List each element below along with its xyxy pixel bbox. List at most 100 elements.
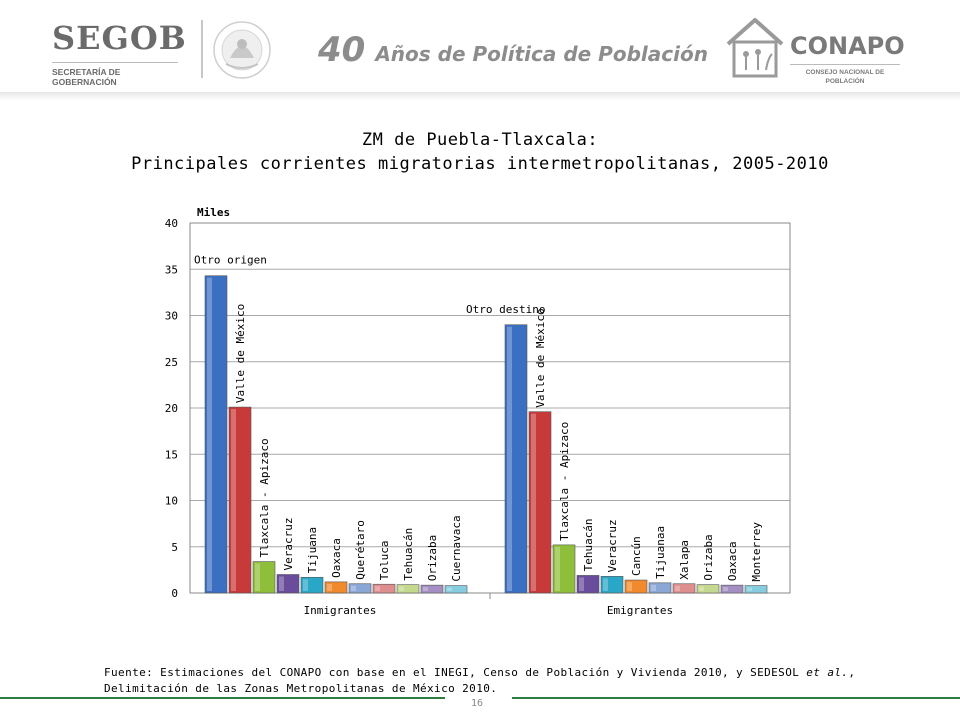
bar [576,575,600,594]
bar [720,584,744,594]
bar [504,324,528,594]
footer-line-right [512,697,960,699]
bar-label: Monterrey [750,522,763,582]
source-note: Fuente: Estimaciones del CONAPO con base… [104,665,864,697]
bar-highlight [603,578,608,591]
bar-label: Toluca [378,540,391,580]
bar-label: Otro origen [194,254,267,267]
x-category-label: Inmigrantes [304,604,377,617]
header-divider [0,92,960,100]
y-tick-label: 40 [165,217,178,230]
bar-highlight [423,587,428,591]
bar-label: Cancún [630,536,643,576]
y-tick-label: 5 [171,541,178,554]
conapo-house-icon [726,18,784,78]
bar-highlight [531,413,536,591]
bar-label: Orizaba [426,535,439,581]
bar [396,584,420,594]
y-tick-label: 35 [165,263,178,276]
bar-label: Oaxaca [330,538,343,578]
bar-label: Querétaro [354,520,367,580]
bar-highlight [399,586,404,591]
bar-highlight [375,586,380,591]
bar [324,581,348,594]
segob-name: SEGOB [52,19,187,57]
bar-highlight [675,585,680,591]
bar [348,583,372,594]
bar [420,584,444,594]
bar-highlight [699,586,704,591]
bar-highlight [579,577,584,591]
bar-label: Tlaxcala - Apizaco [558,422,571,541]
bar-label: Tehuacán [402,528,415,581]
bar-highlight [207,277,212,591]
bar-highlight [723,587,728,591]
source-text-1: Fuente: Estimaciones del CONAPO con base… [104,666,807,679]
anniversary-number: 40 [318,30,366,70]
bar [252,561,276,594]
y-tick-label: 15 [165,448,178,461]
y-tick-label: 0 [171,587,178,600]
conapo-subtitle-line1: CONSEJO NACIONAL DE [805,69,885,76]
bar-label: Veracruz [606,519,619,572]
bar [228,406,252,594]
bar-label: Tijuana [306,527,319,573]
national-seal-icon [201,20,271,79]
slide-header: SEGOB SECRETARÍA DE GOBERNACIÓN 40 Años d… [0,0,960,100]
bar-label: Valle de México [534,308,547,407]
bar-label: Orizaba [702,534,715,580]
bar-highlight [555,546,560,591]
segob-subtitle: SECRETARÍA DE GOBERNACIÓN [52,62,178,87]
anniversary-text: Años de Política de Población [375,42,708,66]
conapo-logo: CONAPO CONSEJO NACIONAL DE POBLACIÓN [790,34,905,86]
bar-highlight [447,587,452,591]
y-unit-label: Miles [197,206,230,219]
bar-label: Tijuanaa [654,526,667,579]
bar [672,583,696,594]
bar-highlight [327,583,332,591]
bar-highlight [351,585,356,591]
bar-label: Xalapa [678,540,691,580]
bar-label: Cuernavaca [450,515,463,581]
bar [372,583,396,594]
x-category-label: Emigrantes [607,604,673,617]
y-tick-label: 25 [165,356,178,369]
y-tick-label: 20 [165,402,178,415]
bar [648,582,672,594]
conapo-subtitle-line2: POBLACIÓN [825,78,865,85]
bar-highlight [747,587,752,591]
bar-label: Oaxaca [726,541,739,581]
bar-highlight [303,579,308,591]
bar-highlight [255,563,260,591]
source-text-2: , Delimitación de las Zonas Metropolitan… [104,666,856,695]
bar-highlight [231,409,236,591]
bar [204,275,228,594]
chart-title-line1: ZM de Puebla-Tlaxcala: [361,130,599,150]
bar-label: Tlaxcala - Apizaco [258,438,271,557]
bar-label: Valle de México [234,304,247,403]
bar-label: Tehuacán [582,518,595,571]
bar-highlight [279,576,284,591]
bar-highlight [651,584,656,591]
chart-title-line2: Principales corrientes migratorias inter… [131,154,829,174]
page-number: 16 [470,698,484,709]
bar [696,584,720,594]
bar [624,579,648,594]
segob-logo: SEGOB SECRETARÍA DE GOBERNACIÓN [52,22,187,87]
conapo-name: CONAPO [790,32,905,60]
chart-title: ZM de Puebla-Tlaxcala: Principales corri… [0,128,960,176]
footer-line-left [0,697,445,699]
anniversary-banner: 40 Años de Política de Población [318,30,708,70]
bar [528,411,552,594]
conapo-subtitle: CONSEJO NACIONAL DE POBLACIÓN [790,64,900,86]
y-tick-label: 10 [165,495,178,508]
bar-label: Veracruz [282,518,295,571]
bar [600,576,624,594]
bar [300,576,324,594]
bar [552,544,576,594]
bar [276,574,300,594]
bar [744,585,768,594]
y-tick-label: 30 [165,310,178,323]
bar [444,585,468,594]
